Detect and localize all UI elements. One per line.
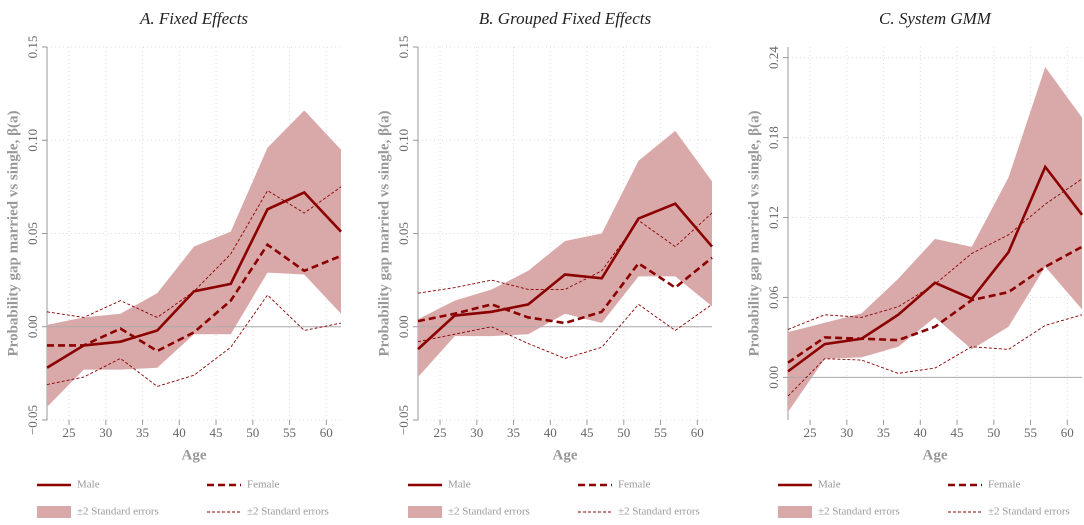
y-tick-label: 0.12 [766, 206, 781, 229]
x-tick-label: 60 [1061, 425, 1074, 440]
error-band [788, 66, 1082, 413]
y-tick-label: 0.24 [766, 46, 781, 69]
x-axis-label: Age [553, 447, 578, 463]
legend-label: Male [448, 479, 471, 491]
x-tick-label: 35 [507, 425, 520, 440]
legend-swatch [408, 506, 442, 518]
legend-label: Male [818, 479, 841, 491]
panel-title: C. System GMM [879, 9, 992, 28]
y-tick-label: 0.15 [25, 36, 40, 59]
x-tick-label: 45 [951, 425, 964, 440]
x-tick-label: 55 [654, 425, 667, 440]
error-line [417, 303, 713, 359]
x-tick-label: 50 [987, 425, 1000, 440]
series-line [417, 202, 713, 351]
x-tick-label: 60 [691, 425, 704, 440]
y-tick-label: 0.00 [766, 366, 781, 389]
x-tick-label: 25 [63, 425, 76, 440]
y-axis-label: Probability gap married vs single, β(a) [746, 111, 762, 357]
series-line [787, 245, 1083, 364]
y-tick-label: 0.00 [396, 315, 411, 338]
y-tick-label: 0.10 [25, 129, 40, 152]
series-line [47, 242, 342, 353]
legend-label: Female [247, 479, 279, 491]
x-tick-label: 55 [1024, 425, 1037, 440]
error-band [47, 110, 341, 407]
series-line [787, 164, 1084, 373]
y-axis-label: Probability gap married vs single, β(a) [5, 111, 21, 357]
y-tick-label: 0.05 [25, 222, 40, 245]
x-tick-label: 30 [470, 425, 483, 440]
legend-label: Female [618, 479, 650, 491]
x-tick-label: 45 [210, 425, 223, 440]
legend-label: Female [988, 479, 1020, 491]
series-line [46, 190, 342, 369]
legend-label: ±2 Standard errors [988, 506, 1070, 518]
y-tick-label: 0.18 [766, 126, 781, 149]
legend-label: Male [77, 479, 100, 491]
legend-label: ±2 Standard errors [618, 506, 700, 518]
x-tick-label: 50 [246, 425, 259, 440]
y-tick-label: 0.10 [396, 129, 411, 152]
x-axis-label: Age [923, 447, 948, 463]
x-tick-label: 25 [434, 425, 447, 440]
x-tick-label: 50 [617, 425, 630, 440]
y-tick-label: 0.15 [396, 36, 411, 59]
y-tick-label: 0.06 [766, 286, 781, 309]
x-tick-label: 25 [804, 425, 817, 440]
error-line [46, 186, 342, 318]
panel-title: B. Grouped Fixed Effects [479, 9, 652, 28]
legend-swatch [778, 506, 812, 518]
panel-title: A. Fixed Effects [139, 9, 248, 28]
legend-label: ±2 Standard errors [818, 506, 900, 518]
x-tick-label: 45 [581, 425, 594, 440]
y-axis-label: Probability gap married vs single, β(a) [376, 111, 392, 357]
y-tick-label: 0.00 [25, 315, 40, 338]
x-tick-label: 35 [136, 425, 149, 440]
x-tick-label: 40 [914, 425, 927, 440]
legend-swatch [37, 506, 71, 518]
y-tick-label: −0.05 [25, 405, 40, 435]
x-tick-label: 60 [320, 425, 333, 440]
legend-label: ±2 Standard errors [77, 506, 159, 518]
error-band [418, 130, 712, 378]
error-line [417, 212, 713, 294]
series-line [417, 256, 713, 325]
x-tick-label: 40 [544, 425, 557, 440]
error-line [46, 294, 342, 387]
error-line [787, 314, 1083, 397]
x-tick-label: 30 [840, 425, 853, 440]
x-tick-label: 35 [877, 425, 890, 440]
legend-label: ±2 Standard errors [247, 506, 329, 518]
y-tick-label: 0.05 [396, 222, 411, 245]
legend-label: ±2 Standard errors [448, 506, 530, 518]
x-tick-label: 40 [173, 425, 186, 440]
y-tick-label: −0.05 [396, 405, 411, 435]
x-tick-label: 30 [99, 425, 112, 440]
x-tick-label: 55 [283, 425, 296, 440]
x-axis-label: Age [182, 447, 207, 463]
